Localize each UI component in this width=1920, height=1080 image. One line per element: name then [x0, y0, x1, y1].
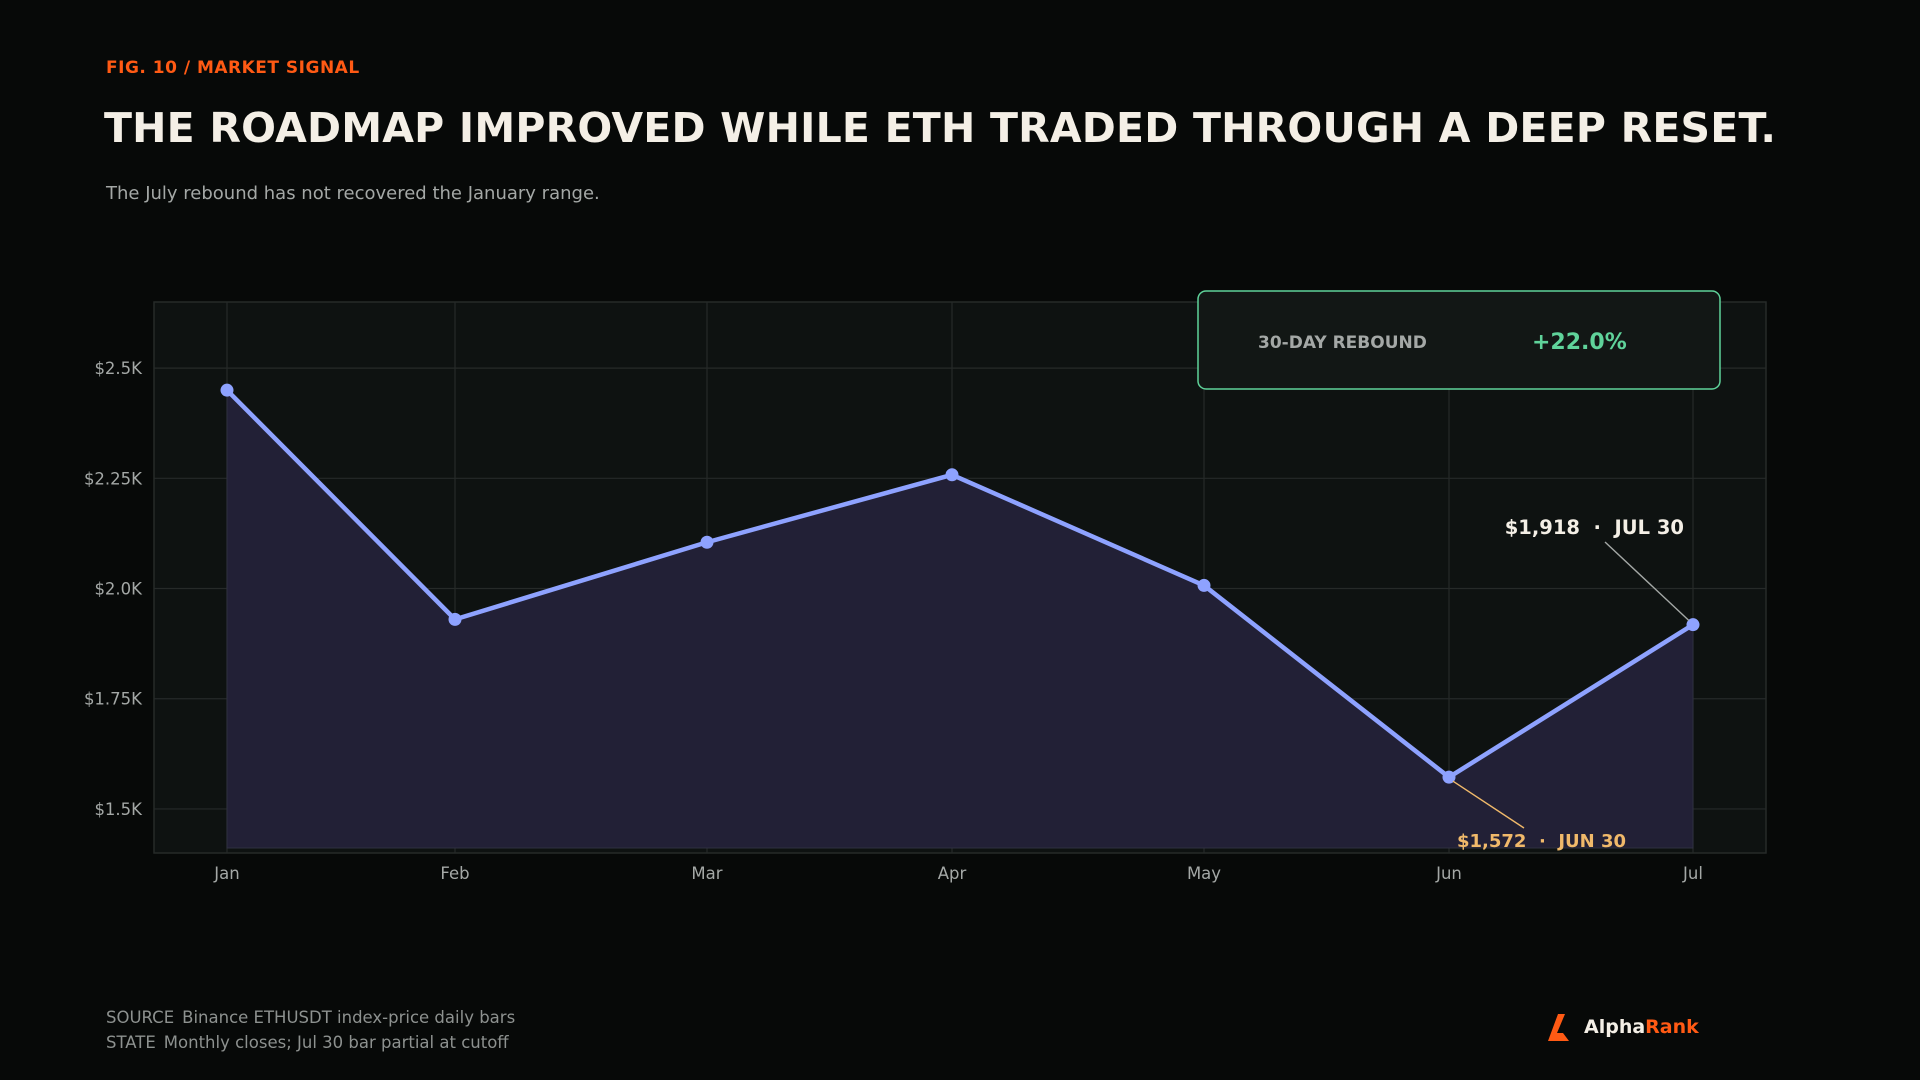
data-point-may — [1197, 578, 1211, 592]
kpi-card-box — [1197, 290, 1721, 390]
data-point-jul — [1686, 618, 1700, 632]
data-point-mar — [700, 535, 714, 549]
annotation-low: $1,572 · JUN 30 — [1457, 831, 1626, 852]
page-subtitle: The July rebound has not recovered the J… — [106, 183, 600, 204]
footer-source-text: Binance ETHUSDT index-price daily bars — [182, 1008, 516, 1027]
x-tick-label: Jul — [1682, 864, 1703, 883]
annotation-leader-jun — [1452, 780, 1525, 829]
kpi-card: 30-DAY REBOUND +22.0% — [1197, 290, 1721, 390]
y-tick-label: $2.0K — [94, 580, 143, 599]
x-tick-label: Mar — [691, 864, 722, 883]
x-tick-label: May — [1187, 864, 1221, 883]
y-tick-label: $1.75K — [84, 690, 143, 709]
eyebrow-label: FIG. 10 / MARKET SIGNAL — [106, 58, 360, 78]
brand-name-part2: Rank — [1645, 1016, 1699, 1038]
data-point-apr — [945, 468, 959, 482]
data-point-jun — [1442, 770, 1456, 784]
footer-source: SOURCE Binance ETHUSDT index-price daily … — [106, 1008, 515, 1027]
footer-state-key: STATE — [106, 1033, 156, 1052]
annotations: $1,918 · JUL 30 $1,572 · JUN 30 — [1452, 516, 1690, 852]
y-tick-label: $2.25K — [84, 469, 143, 488]
brand-name-part1: Alpha — [1584, 1016, 1646, 1038]
data-point-feb — [448, 612, 462, 626]
annotation-high: $1,918 · JUL 30 — [1505, 516, 1684, 539]
page-title: THE ROADMAP IMPROVED WHILE ETH TRADED TH… — [104, 104, 1777, 152]
axis-labels: $1.5K $1.75K $2.0K $2.25K $2.5K Jan Feb Mar Apr M… — [84, 359, 1703, 883]
points-layer — [220, 383, 1700, 784]
kpi-label: 30-DAY REBOUND — [1258, 333, 1427, 353]
kpi-value: +22.0% — [1532, 330, 1627, 355]
alpharank-logo-icon — [1548, 1014, 1569, 1041]
footer-state-text: Monthly closes; Jul 30 bar partial at cu… — [163, 1033, 509, 1052]
footer-source-key: SOURCE — [106, 1008, 175, 1027]
brand-name: AlphaRank — [1584, 1016, 1699, 1038]
footer-state: STATE Monthly closes; Jul 30 bar partial … — [106, 1033, 509, 1052]
x-tick-label: Feb — [440, 864, 469, 883]
y-tick-label: $1.5K — [94, 800, 143, 819]
data-point-jan — [220, 383, 234, 397]
annotation-leader-jul — [1604, 541, 1690, 622]
x-tick-label: Apr — [938, 864, 967, 883]
brand-logo: AlphaRank — [1546, 1012, 1699, 1042]
y-tick-label: $2.5K — [94, 359, 143, 378]
x-tick-label: Jun — [1435, 864, 1462, 883]
x-tick-label: Jan — [213, 864, 239, 883]
